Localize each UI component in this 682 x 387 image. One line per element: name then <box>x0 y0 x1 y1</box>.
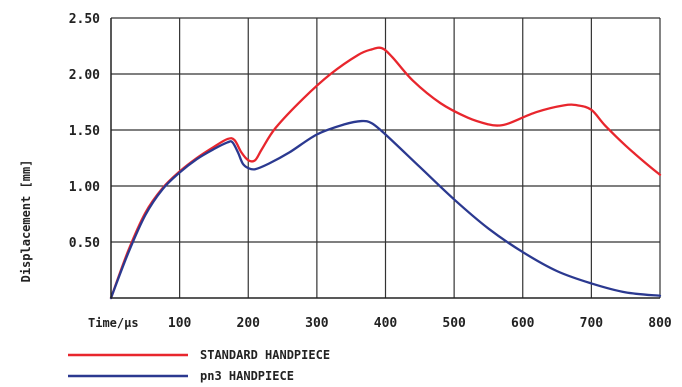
axes <box>110 18 660 299</box>
x-tick-label: 300 <box>305 316 329 331</box>
legend: STANDARD HANDPIECE pn3 HANDPIECE <box>68 348 330 383</box>
series-line-pn3-handpiece <box>109 119 662 300</box>
y-tick-label: 1.50 <box>69 124 100 139</box>
tick-labels: 100 200 300 400 500 600 700 800 0.50 1.00 1.50 2.00… <box>69 12 672 331</box>
y-axis-label: Displacement [mm] <box>19 160 33 283</box>
legend-label-standard: STANDARD HANDPIECE <box>200 348 330 362</box>
x-tick-label: 700 <box>580 316 604 331</box>
x-tick-label: 600 <box>511 316 535 331</box>
x-tick-label: 500 <box>442 316 466 331</box>
y-tick-label: 2.50 <box>69 12 100 27</box>
series-lines <box>109 46 662 300</box>
x-tick-label: 400 <box>374 316 398 331</box>
legend-label-pn3: pn3 HANDPIECE <box>200 369 294 383</box>
y-tick-label: 2.00 <box>69 68 100 83</box>
x-tick-label: 800 <box>648 316 672 331</box>
grid-lines <box>111 17 661 298</box>
x-tick-label: 200 <box>237 316 261 331</box>
y-tick-label: 0.50 <box>69 236 100 251</box>
x-axis-label: Time/µs <box>88 316 139 330</box>
y-tick-label: 1.00 <box>69 180 100 195</box>
x-tick-label: 100 <box>168 316 192 331</box>
series-line-standard-handpiece <box>109 46 662 300</box>
